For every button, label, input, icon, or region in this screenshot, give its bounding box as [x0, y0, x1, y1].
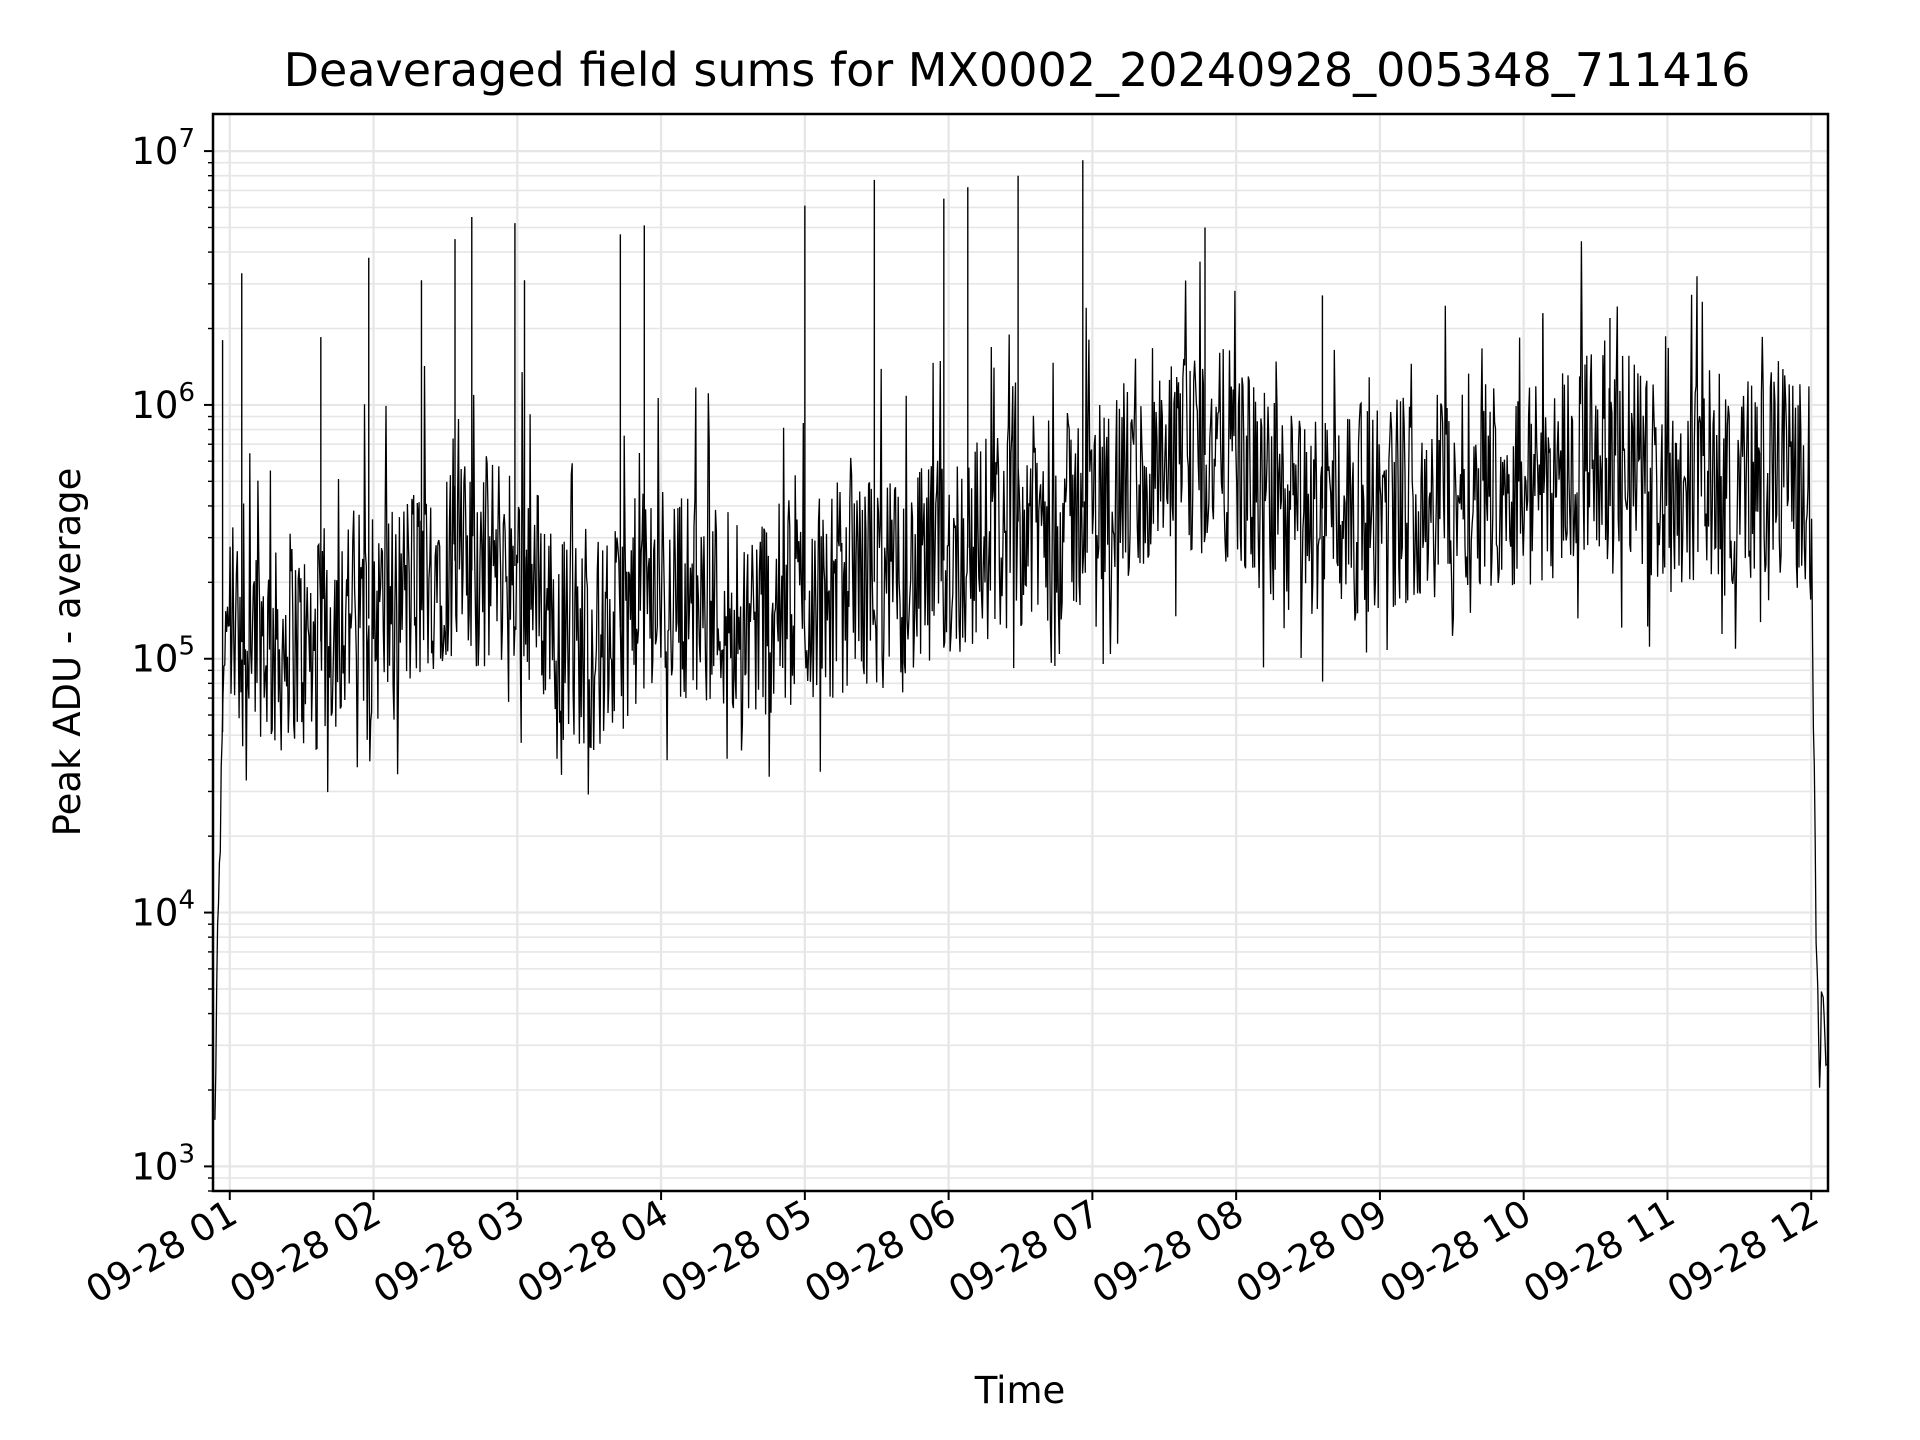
y-tick-label: 105 [131, 632, 195, 681]
series-line [214, 241, 1828, 1120]
y-tick-label: 106 [131, 378, 195, 427]
y-tick-base: 10 [131, 892, 178, 935]
y-tick-base: 10 [131, 638, 178, 681]
y-tick-label: 107 [131, 124, 195, 173]
y-tick-label: 103 [131, 1139, 195, 1188]
y-tick-exponent: 4 [178, 886, 195, 916]
y-tick-exponent: 7 [178, 124, 195, 154]
y-tick-base: 10 [131, 130, 178, 173]
data-area [214, 160, 1828, 1120]
y-tick-base: 10 [131, 1145, 178, 1188]
y-tick-exponent: 5 [178, 632, 195, 662]
chart-title: Deaveraged field sums for MX0002_2024092… [284, 43, 1751, 97]
x-axis-label: Time [974, 1369, 1066, 1412]
y-tick-label: 104 [131, 886, 195, 935]
y-tick-exponent: 6 [178, 378, 195, 408]
plot-frame [211, 112, 1830, 1193]
y-tick-exponent: 3 [178, 1139, 195, 1169]
y-tick-base: 10 [131, 384, 178, 427]
y-axis-label: Peak ADU - average [46, 468, 89, 837]
